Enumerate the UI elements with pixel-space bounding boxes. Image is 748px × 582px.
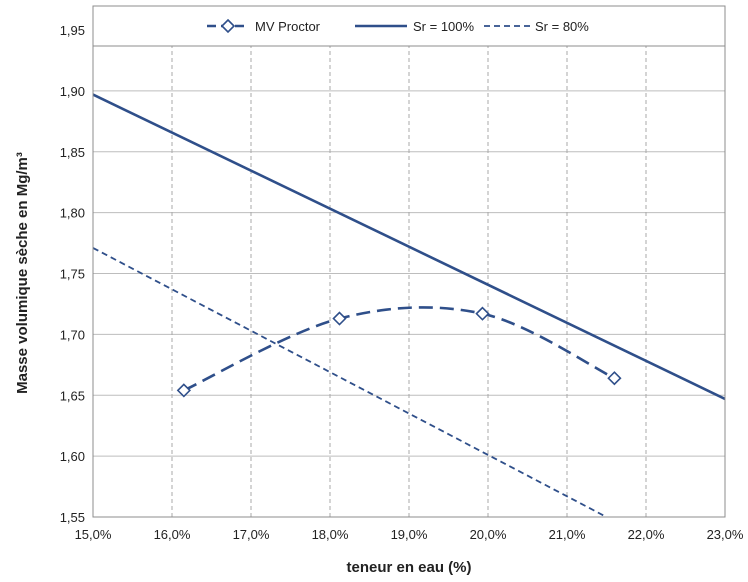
x-tick-labels: 15,0% 16,0% 17,0% 18,0% 19,0% 20,0% 21,0% 22,0%… [75,527,744,542]
x-tick-label: 21,0% [549,527,586,542]
legend-label-mv-proctor: MV Proctor [255,19,321,34]
y-tick-label: 1,60 [60,449,85,464]
y-tick-labels: 1,55 1,60 1,65 1,70 1,75 1,80 1,85 1,90 1,95 [60,23,85,525]
x-axis-title: teneur en eau (%) [346,559,471,576]
y-tick-label: 1,75 [60,267,85,282]
x-tick-label: 18,0% [312,527,349,542]
legend-box [93,6,725,46]
legend-label-sr-80: Sr = 80% [535,19,589,34]
legend: MV Proctor Sr = 100% Sr = 80% [93,6,725,46]
y-tick-label: 1,90 [60,84,85,99]
y-axis-title: Masse volumique sèche en Mg/m³ [14,152,31,394]
y-tick-label: 1,70 [60,327,85,342]
x-tick-label: 19,0% [391,527,428,542]
x-tick-label: 20,0% [470,527,507,542]
x-tick-label: 23,0% [707,527,744,542]
x-tick-label: 16,0% [154,527,191,542]
x-tick-label: 17,0% [233,527,270,542]
y-tick-label: 1,65 [60,388,85,403]
y-tick-label: 1,55 [60,510,85,525]
x-tick-label: 22,0% [628,527,665,542]
y-tick-label: 1,95 [60,23,85,38]
legend-label-sr-100: Sr = 100% [413,19,475,34]
y-tick-label: 1,80 [60,206,85,221]
y-tick-label: 1,85 [60,145,85,160]
x-tick-label: 15,0% [75,527,112,542]
